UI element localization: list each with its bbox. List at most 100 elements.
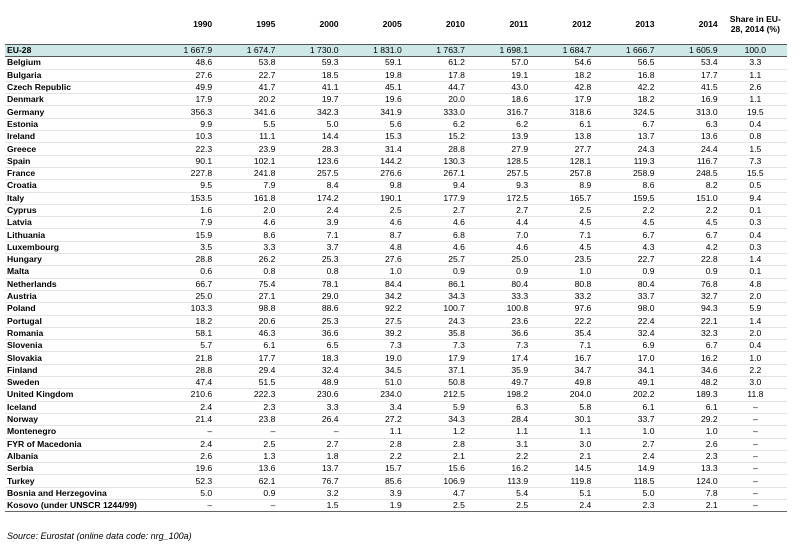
cell: 2.4 [597,450,661,464]
cell: 36.6 [281,327,345,341]
cell: 0.6 [155,265,219,279]
cell: 2.4 [155,438,219,451]
cell: 5.1 [534,486,598,500]
table-row: Ireland 10.3 11.1 14.4 15.3 15.2 13.9 13.8 13.7 1… [5,130,787,144]
cell: 19.8 [344,69,408,82]
cell: 189.3 [660,388,724,402]
cell: 22.2 [534,315,598,328]
cell: 19.0 [344,351,408,365]
cell: 1 666.7 [597,43,661,58]
table-row: EU-28 1 667.9 1 674.7 1 730.0 1 831.0 1 763.7… [5,43,787,58]
cell: 159.5 [597,192,661,205]
cell: 257.5 [281,167,345,181]
cell: 0.3 [723,241,787,255]
cell: 0.9 [218,486,282,500]
cell: 28.3 [281,142,345,156]
cell: 4.6 [344,216,408,230]
cell: 6.1 [534,118,598,132]
cell: 13.7 [281,462,345,476]
cell: 318.6 [534,105,598,119]
header-row: 1990 1995 2000 2005 2010 2011 2012 2013 2014 Shar… [5,4,787,45]
cell: 27.5 [344,315,408,328]
cell: 1.0 [660,425,724,439]
table-row: Belgium 48.6 53.8 59.3 59.1 61.2 57.0 54.6 56.5 5… [5,56,787,70]
row-label: Latvia [5,216,155,230]
cell: 25.0 [155,290,219,304]
table-row: Cyprus 1.6 2.0 2.4 2.5 2.7 2.7 2.5 2.2 2.2 0.1 [5,204,787,218]
cell: 41.5 [660,81,724,95]
cell: 84.4 [344,278,408,291]
cell: 53.8 [218,56,282,70]
table-row: Finland 28.8 29.4 32.4 34.5 37.1 35.9 34.7 34.1 3… [5,364,787,378]
cell: 130.3 [407,155,471,168]
cell: 198.2 [470,388,535,402]
cell: 34.5 [344,364,408,378]
row-label: Romania [5,327,155,341]
row-label: Germany [5,105,155,119]
cell: 123.6 [281,155,345,168]
row-label: Iceland [5,400,155,414]
cell: 98.8 [218,302,282,316]
cell: 3.4 [344,400,408,414]
cell: 356.3 [155,105,219,119]
cell: – [723,450,787,464]
cell: 1.5 [281,499,345,513]
cell: 6.1 [218,339,282,353]
cell: 13.3 [660,462,724,476]
cell: 6.8 [407,228,471,242]
cell: 234.0 [344,388,408,402]
cell: 0.9 [597,265,661,279]
table-row: Portugal 18.2 20.6 25.3 27.5 24.3 23.6 22.2 22.4… [5,315,787,328]
cell: 42.8 [534,81,598,95]
cell: 20.6 [218,315,282,328]
cell: 9.4 [407,179,471,193]
cell: 2.6 [155,450,219,464]
column-header: 2010 [407,4,471,45]
cell: 94.3 [660,302,724,316]
cell: 29.2 [660,413,724,427]
cell: 20.2 [218,93,282,107]
column-header: 2000 [281,4,345,45]
cell: 17.8 [407,69,471,82]
cell: 21.8 [155,351,219,365]
cell: 1.8 [281,450,345,464]
column-header: 2013 [597,4,661,45]
cell: 21.4 [155,413,219,427]
table-row: Italy 153.5 161.8 174.2 190.1 177.9 172.5 165.7… [5,192,787,205]
cell: 50.8 [407,376,471,390]
cell: 0.4 [723,339,787,353]
cell: – [723,474,787,488]
cell: 86.1 [407,278,471,291]
table-row: Czech Republic 49.9 41.7 41.1 45.1 44.7 43.0 42… [5,81,787,95]
cell: 258.9 [597,167,661,181]
cell: 119.3 [597,155,661,168]
cell: 2.4 [534,499,598,513]
cell: – [723,425,787,439]
cell: 7.1 [281,228,345,242]
cell: 4.7 [407,486,471,500]
cell: 13.6 [218,462,282,476]
cell: 6.7 [660,228,724,242]
column-header: 2011 [470,4,535,45]
row-label: Austria [5,290,155,304]
table-body: EU-28 1 667.9 1 674.7 1 730.0 1 831.0 1 763.7… [5,43,787,513]
cell: 102.1 [218,155,282,168]
table-row: Albania 2.6 1.3 1.8 2.2 2.1 2.2 2.1 2.4 2.3– [5,450,787,464]
cell: 2.1 [660,499,724,513]
cell: 61.2 [407,56,471,70]
cell: 1.0 [597,425,661,439]
cell: – [723,499,787,513]
cell: 7.3 [723,155,787,168]
cell: 15.2 [407,130,471,144]
row-label: Netherlands [5,278,155,291]
cell: 48.2 [660,376,724,390]
column-header: 2005 [344,4,408,45]
table-row: Lithuania 15.9 8.6 7.1 8.7 6.8 7.0 7.1 6.7 6.7 0.4 [5,228,787,242]
cell: 7.9 [155,216,219,230]
cell: 3.0 [534,438,598,451]
table-row: Luxembourg 3.5 3.3 3.7 4.8 4.6 4.6 4.5 4.3 4.2 0.3 [5,241,787,255]
cell: – [155,499,219,513]
cell: 2.7 [597,438,661,451]
cell: 8.6 [597,179,661,193]
